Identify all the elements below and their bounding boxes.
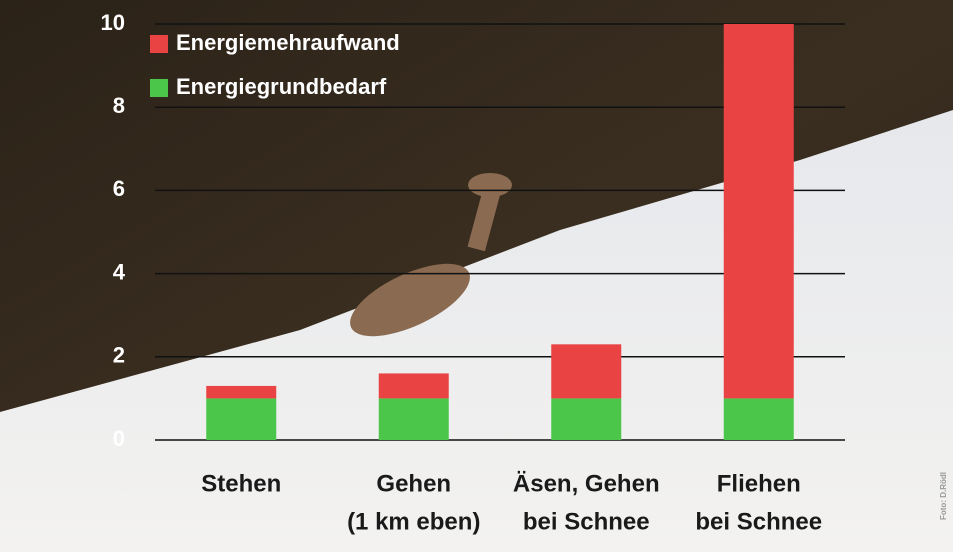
- legend-label: Energiegrundbedarf: [176, 74, 387, 99]
- bar-segment: [724, 24, 794, 398]
- y-tick-label: 0: [113, 426, 125, 451]
- bar-segment: [724, 398, 794, 440]
- y-tick-label: 4: [113, 259, 126, 284]
- chart: Foto: D.Rödl 0 2 4 6 8 10 Stehen Gehen (1 km ebe…: [0, 0, 953, 552]
- x-tick-label: bei Schnee: [523, 508, 650, 535]
- bar-segment: [551, 344, 621, 398]
- x-tick-label: Stehen: [201, 470, 281, 497]
- y-tick-label: 2: [113, 343, 125, 368]
- y-tick-label: 10: [101, 10, 125, 35]
- x-tick-label: Gehen: [376, 470, 451, 497]
- bar-segment: [379, 398, 449, 440]
- bar-segment: [379, 373, 449, 398]
- legend-label: Energiemehraufwand: [176, 30, 400, 55]
- page: Foto: D.Rödl 0 2 4 6 8 10 Stehen Gehen (1 km ebe…: [0, 0, 953, 552]
- bar-segment: [551, 398, 621, 440]
- y-tick-label: 6: [113, 176, 125, 201]
- legend-swatch: [150, 79, 168, 97]
- x-tick-label: (1 km eben): [347, 508, 480, 535]
- legend-swatch: [150, 35, 168, 53]
- bar-segment: [206, 398, 276, 440]
- x-tick-label: Fliehen: [717, 470, 801, 497]
- y-tick-label: 8: [113, 93, 125, 118]
- photo-credit: Foto: D.Rödl: [939, 472, 948, 520]
- bar-segment: [206, 386, 276, 398]
- x-tick-label: Äsen, Gehen: [513, 470, 660, 497]
- x-tick-label: bei Schnee: [695, 508, 822, 535]
